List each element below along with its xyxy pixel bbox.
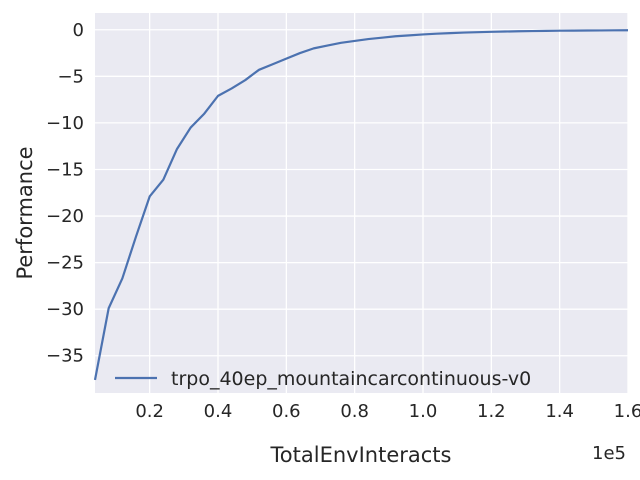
x-axis-ticks: 0.2 0.4 0.6 0.8 1.0 1.2 1.4 1.6 xyxy=(135,401,640,422)
y-tick-label: −35 xyxy=(46,346,84,367)
y-tick-label: −20 xyxy=(46,206,84,227)
y-axis-ticks: −35 −30 −25 −20 −15 −10 −5 0 xyxy=(46,20,84,367)
x-tick-label: 1.6 xyxy=(614,401,640,422)
y-tick-label: 0 xyxy=(73,20,84,41)
x-tick-label: 1.4 xyxy=(545,401,574,422)
y-tick-label: −5 xyxy=(57,66,84,87)
x-tick-label: 1.0 xyxy=(409,401,438,422)
x-axis-label: TotalEnvInteracts xyxy=(270,443,452,467)
y-axis-label: Performance xyxy=(13,146,37,279)
x-tick-label: 0.2 xyxy=(135,401,164,422)
series-line xyxy=(93,29,629,381)
x-tick-label: 0.6 xyxy=(272,401,301,422)
y-tick-label: −30 xyxy=(46,299,84,320)
legend-label: trpo_40ep_mountaincarcontinuous-v0 xyxy=(171,368,531,390)
y-tick-label: −15 xyxy=(46,159,84,180)
legend: trpo_40ep_mountaincarcontinuous-v0 xyxy=(115,368,531,390)
plot-area xyxy=(95,13,628,393)
series-layer xyxy=(93,29,629,381)
x-tick-label: 0.8 xyxy=(340,401,369,422)
grid xyxy=(95,13,629,393)
y-tick-label: −10 xyxy=(46,113,84,134)
x-axis-offset-label: 1e5 xyxy=(592,443,626,464)
x-tick-label: 1.2 xyxy=(477,401,506,422)
x-tick-label: 0.4 xyxy=(204,401,233,422)
y-tick-label: −25 xyxy=(46,253,84,274)
